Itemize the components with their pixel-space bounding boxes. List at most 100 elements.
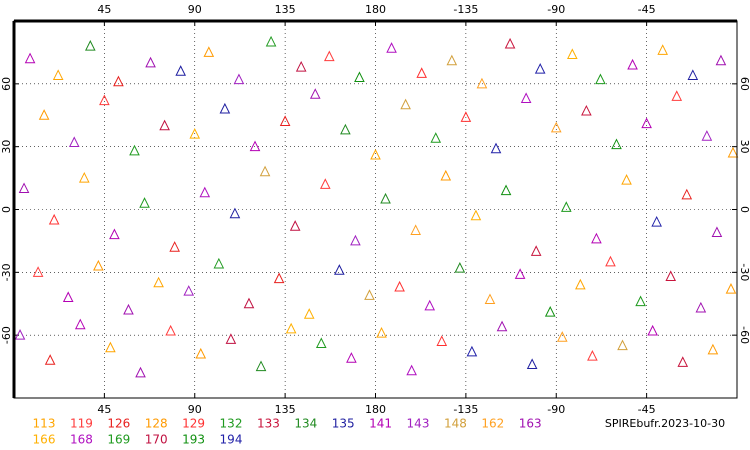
observation-triangle (430, 132, 442, 143)
right-tick-label: 0 (738, 206, 750, 213)
observation-triangle (295, 60, 307, 72)
observation-triangle (315, 337, 327, 349)
observation-triangle (514, 268, 526, 279)
observation-triangle (550, 121, 562, 133)
observation-triangle (14, 329, 26, 340)
top-tick-label: 135 (275, 3, 296, 16)
observation-triangle (677, 356, 689, 367)
observation-triangle (370, 148, 381, 160)
observation-triangle (386, 42, 397, 53)
observation-triangle (581, 104, 592, 116)
top-tick-label: -45 (638, 3, 656, 16)
observation-triangle (109, 228, 120, 240)
legend-entry: 113 (33, 417, 56, 431)
observations (14, 35, 739, 378)
observation-triangle (195, 347, 207, 359)
left-tick-label: 60 (0, 77, 13, 91)
observation-triangle (500, 184, 512, 196)
observation-triangle (454, 262, 466, 273)
observation-triangle (199, 186, 211, 198)
observation-triangle (48, 213, 60, 225)
left-tick-label: 0 (0, 206, 13, 213)
observation-triangle (587, 349, 598, 361)
legend-entry: 194 (220, 433, 243, 447)
observation-triangle (159, 119, 170, 131)
observation-triangle (701, 130, 713, 141)
observation-triangle (85, 40, 96, 51)
legend-entry: 133 (257, 417, 280, 431)
observation-triangle (139, 197, 150, 208)
observation-triangle (129, 144, 140, 156)
observation-triangle (575, 278, 586, 290)
observation-triangle (62, 291, 74, 302)
observation-triangle (400, 98, 411, 110)
observation-triangle (113, 75, 124, 87)
observation-triangle (651, 215, 662, 227)
legend-entry: 162 (481, 417, 504, 431)
observation-triangle (460, 111, 472, 122)
observation-triangle (567, 48, 578, 60)
observation-triangle (229, 207, 241, 219)
observation-triangle (440, 169, 452, 181)
right-tick-label: -60 (738, 326, 750, 344)
legend-entry: 126 (107, 417, 130, 431)
bottom-tick-label: 90 (188, 403, 202, 416)
top-tick-label: 45 (97, 3, 111, 16)
observation-triangle (641, 117, 652, 129)
observation-triangle (319, 178, 331, 189)
observation-triangle (520, 92, 532, 103)
bottom-tick-label: 180 (365, 403, 386, 416)
left-tick-label: 30 (0, 140, 13, 154)
observation-triangle (556, 331, 568, 342)
observation-triangle (504, 37, 516, 49)
observation-triangle (490, 142, 502, 154)
observation-triangle (591, 232, 602, 244)
legend-entry: 129 (182, 417, 205, 431)
observation-triangle (265, 35, 277, 47)
observation-triangle (24, 52, 36, 64)
observation-triangle (233, 73, 245, 85)
observation-triangle (410, 224, 421, 235)
observation-triangle (323, 50, 335, 62)
observation-triangle (169, 241, 180, 252)
right-tick-label: 30 (738, 140, 750, 154)
observation-triangle (530, 245, 542, 256)
observation-triangle (99, 94, 110, 106)
observation-triangle (175, 65, 187, 76)
observation-triangle (416, 67, 428, 78)
observation-triangle (605, 255, 616, 267)
legend-entry: 134 (294, 417, 317, 431)
legend-entry: 168 (70, 433, 93, 447)
observation-triangle (727, 146, 739, 158)
legend-entry: 193 (182, 433, 205, 447)
observation-triangle (665, 270, 677, 282)
legend-entry: 119 (70, 417, 93, 431)
observation-triangle (38, 109, 50, 120)
observation-triangle (340, 123, 351, 135)
bottom-tick-label: 135 (275, 403, 296, 416)
observation-triangle (259, 165, 271, 177)
observation-triangle (123, 303, 134, 315)
observation-triangle (255, 360, 267, 372)
observation-triangle (476, 77, 488, 89)
observation-triangle (621, 174, 632, 185)
observation-triangle (285, 322, 297, 334)
observation-triangle (484, 293, 496, 305)
observation-triangle (394, 280, 405, 292)
left-tick-label: -60 (0, 326, 13, 344)
observation-triangle (105, 341, 116, 353)
top-tick-label: 180 (365, 3, 386, 16)
observation-triangle (279, 115, 291, 127)
observation-triangle (687, 69, 699, 80)
legend-entry: 143 (407, 417, 430, 431)
legend-entry: 132 (220, 417, 243, 431)
observation-triangle (560, 201, 572, 212)
observation-triangle (424, 299, 436, 311)
dataset-title: SPIREbufr.2023-10-30 (605, 417, 725, 430)
observation-triangle (153, 276, 164, 288)
observation-triangle (725, 282, 737, 294)
observation-triangle (243, 297, 255, 309)
legend-entry: 128 (145, 417, 168, 431)
bottom-tick-label: -45 (638, 403, 656, 416)
